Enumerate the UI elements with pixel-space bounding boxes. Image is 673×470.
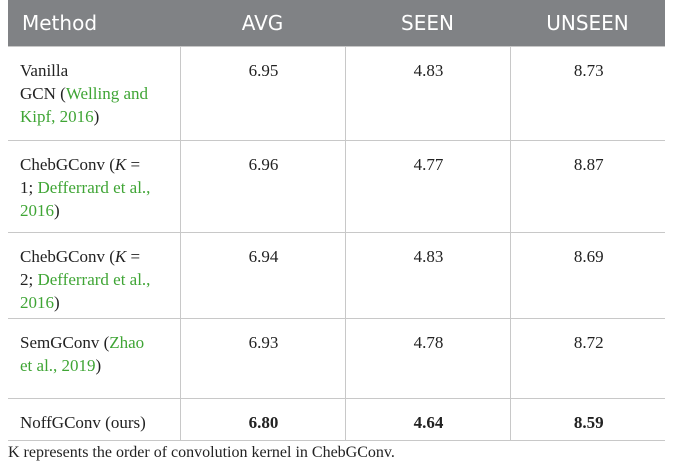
value-cell: 6.96 [179, 140, 346, 233]
text: ) [95, 356, 102, 375]
table-row: SemGConv (Zhao et al., 2019) 6.93 4.78 8.72 [8, 318, 665, 399]
text: ) [93, 107, 100, 126]
value-cell: 6.80 [179, 398, 346, 441]
value-cell: 4.83 [344, 232, 511, 319]
method-cell: Vanilla GCN (Welling and Kipf, 2016) [8, 46, 181, 141]
italic-text: K [114, 155, 127, 174]
method-line: 1; Defferrard et al., [20, 176, 170, 199]
value-cell: 4.78 [344, 318, 511, 399]
method-cell: ChebGConv (K = 1; Defferrard et al., 2016) [8, 140, 181, 233]
text: ) [54, 293, 60, 312]
method-line: Kipf, 2016) [20, 105, 170, 128]
header-cell: AVG [180, 0, 345, 47]
value-cell: 8.69 [509, 232, 665, 319]
table-row: NoffGConv (ours) 6.80 4.64 8.59 [8, 398, 665, 441]
method-line: ChebGConv (K = [20, 245, 170, 268]
text: = [126, 247, 141, 266]
table-row: ChebGConv (K = 2; Defferrard et al., 2016)… [8, 232, 665, 319]
method-line: Vanilla [20, 59, 170, 82]
cite-text: 2016 [20, 201, 54, 220]
method-line: NoffGConv (ours) [20, 411, 170, 434]
text: 2; [20, 270, 38, 289]
value-cell: 6.93 [179, 318, 346, 399]
cite-text: 2016 [20, 293, 54, 312]
method-cell: ChebGConv (K = 2; Defferrard et al., 2016) [8, 232, 181, 319]
cite-text: Zhao [109, 333, 145, 352]
table-body: Vanilla GCN (Welling and Kipf, 2016) 6.95 4.… [8, 46, 665, 441]
text: ChebGConv ( [20, 247, 115, 266]
method-line: SemGConv (Zhao [20, 331, 170, 354]
cite-text: Defferrard et al., [37, 178, 151, 197]
header-cell: Method [8, 0, 180, 47]
value-cell: 6.94 [179, 232, 346, 319]
method-line: et al., 2019) [20, 354, 170, 377]
cite-text: et al., 2019 [20, 356, 96, 375]
header-cell: UNSEEN [510, 0, 665, 47]
text: NoffGConv (ours) [20, 413, 146, 432]
text: ) [54, 201, 60, 220]
value-cell: 8.73 [509, 46, 665, 141]
cite-text: Kipf, 2016 [20, 107, 94, 126]
italic-text: K [114, 247, 127, 266]
table-row: ChebGConv (K = 1; Defferrard et al., 2016)… [8, 140, 665, 233]
header-row: Method AVG SEEN UNSEEN [8, 0, 665, 47]
text: 1; [20, 178, 38, 197]
header-cell: SEEN [345, 0, 510, 47]
value-cell: 4.64 [344, 398, 511, 441]
method-cell: NoffGConv (ours) [8, 398, 181, 441]
text: Vanilla [20, 61, 69, 80]
text: ChebGConv ( [20, 155, 115, 174]
value-cell: 8.59 [509, 398, 665, 441]
value-cell: 4.77 [344, 140, 511, 233]
method-line: GCN (Welling and [20, 82, 170, 105]
table-row: Vanilla GCN (Welling and Kipf, 2016) 6.95 4.… [8, 46, 665, 141]
text: = [126, 155, 141, 174]
value-cell: 8.87 [509, 140, 665, 233]
value-cell: 6.95 [179, 46, 346, 141]
footnote: K represents the order of convolution ke… [8, 444, 395, 461]
method-line: 2; Defferrard et al., [20, 268, 170, 291]
method-line: 2016) [20, 199, 170, 222]
method-line: 2016) [20, 291, 170, 314]
cite-text: Welling and [65, 84, 149, 103]
value-cell: 8.72 [509, 318, 665, 399]
value-cell: 4.83 [344, 46, 511, 141]
text: GCN ( [20, 84, 66, 103]
cite-text: Defferrard et al., [37, 270, 151, 289]
method-cell: SemGConv (Zhao et al., 2019) [8, 318, 181, 399]
text: SemGConv ( [20, 333, 110, 352]
results-table: Method AVG SEEN UNSEEN Vanilla GCN (Welling … [8, 0, 665, 441]
method-line: ChebGConv (K = [20, 153, 170, 176]
